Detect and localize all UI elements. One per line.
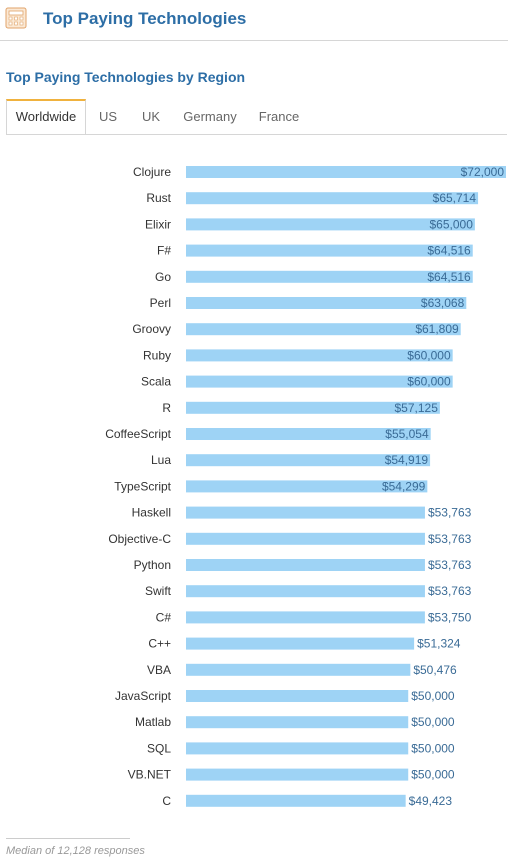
value-label: $61,809	[415, 322, 459, 336]
value-label: $49,423	[409, 794, 453, 808]
tab-us[interactable]: US	[98, 109, 118, 124]
bar	[186, 585, 425, 598]
category-label: Lua	[151, 453, 171, 467]
tab-worldwide[interactable]: Worldwide	[6, 99, 86, 134]
value-label: $60,000	[407, 348, 451, 362]
value-label: $55,054	[385, 427, 429, 441]
category-label: F#	[157, 244, 171, 258]
category-label: C	[162, 794, 171, 808]
bar	[186, 375, 453, 388]
bar	[186, 454, 431, 467]
value-label: $50,000	[411, 741, 455, 755]
bar	[186, 637, 415, 650]
value-label: $64,516	[427, 244, 471, 258]
bar	[186, 559, 425, 571]
value-label: $50,000	[411, 715, 455, 729]
category-label: C++	[148, 637, 171, 651]
value-label: $65,000	[429, 217, 473, 231]
value-label: $51,324	[417, 637, 461, 651]
bar	[186, 480, 428, 493]
category-label: Haskell	[132, 506, 171, 520]
bar	[186, 794, 406, 807]
value-label: $63,068	[421, 296, 465, 310]
value-label: $54,299	[382, 479, 426, 493]
bar	[186, 716, 409, 729]
category-label: Scala	[141, 375, 171, 389]
category-label: VBA	[147, 663, 171, 677]
page-title: Top Paying Technologies	[43, 9, 247, 28]
value-label: $50,476	[413, 663, 457, 677]
value-label: $53,750	[428, 610, 472, 624]
bar	[186, 611, 425, 624]
bar	[186, 663, 411, 676]
category-label: Groovy	[132, 322, 171, 336]
value-label: $50,000	[411, 768, 455, 782]
category-label: TypeScript	[114, 479, 171, 493]
header: Top Paying Technologies	[0, 0, 508, 41]
value-label: $72,000	[461, 165, 505, 179]
value-label: $53,763	[428, 506, 472, 520]
bar	[186, 690, 409, 702]
bar	[186, 166, 506, 178]
bar	[186, 506, 425, 519]
bar	[186, 532, 425, 545]
category-label: Clojure	[133, 165, 171, 179]
region-tabs: Worldwide US UK Germany France	[6, 99, 507, 135]
tab-uk[interactable]: UK	[141, 109, 161, 124]
value-label: $53,763	[428, 558, 472, 572]
value-label: $53,763	[428, 532, 472, 546]
bar	[186, 401, 440, 414]
tab-france[interactable]: France	[258, 109, 300, 124]
category-label: JavaScript	[115, 689, 172, 703]
category-label: Objective-C	[108, 532, 171, 546]
value-label: $54,919	[385, 453, 429, 467]
category-label: Ruby	[143, 348, 171, 362]
bar-chart: Clojure $72,000 Rust $65,714 Elixir $65,000 F#…	[105, 165, 506, 808]
value-label: $53,763	[428, 584, 472, 598]
value-label: $50,000	[411, 689, 455, 703]
value-label: $57,125	[394, 401, 438, 415]
category-label: VB.NET	[128, 768, 172, 782]
category-label: Go	[155, 270, 171, 284]
category-label: Elixir	[145, 217, 171, 231]
category-label: Python	[134, 558, 171, 572]
category-label: C#	[156, 610, 172, 624]
response-count-note: Median of 12,128 responses	[6, 845, 145, 857]
value-label: $60,000	[407, 375, 451, 389]
calculator-icon	[5, 7, 27, 29]
footer-divider	[6, 838, 130, 839]
bar	[186, 323, 461, 336]
category-label: SQL	[147, 741, 171, 755]
category-label: CoffeeScript	[105, 427, 171, 441]
category-label: R	[162, 401, 171, 415]
tab-germany[interactable]: Germany	[183, 109, 237, 124]
chart-heading: Top Paying Technologies by Region	[6, 69, 246, 85]
bar	[186, 297, 467, 309]
category-label: Perl	[150, 296, 171, 310]
bar	[186, 742, 409, 755]
value-label: $65,714	[433, 191, 477, 205]
bar	[186, 270, 473, 283]
category-label: Swift	[145, 584, 172, 598]
category-label: Rust	[146, 191, 171, 205]
bar	[186, 349, 453, 362]
category-label: Matlab	[135, 715, 171, 729]
bar	[186, 768, 409, 781]
bar	[186, 192, 479, 205]
value-label: $64,516	[427, 270, 471, 284]
bar	[186, 244, 473, 257]
bar	[186, 428, 431, 440]
bar	[186, 218, 475, 231]
